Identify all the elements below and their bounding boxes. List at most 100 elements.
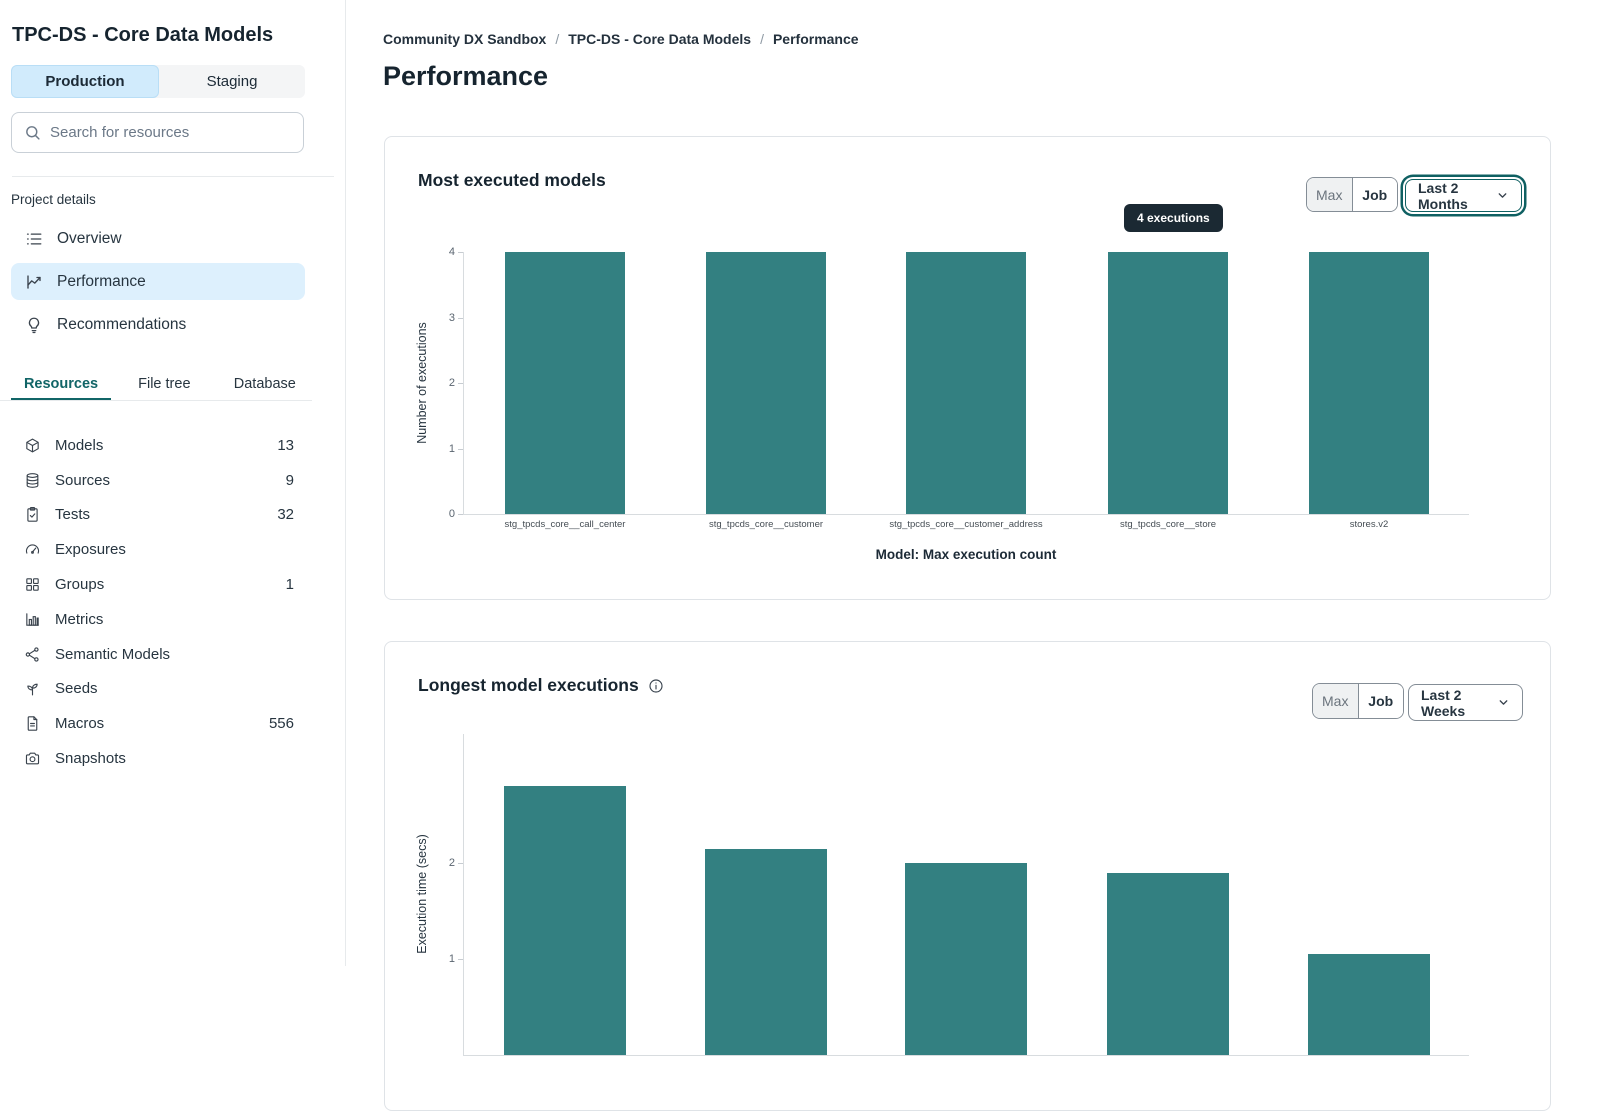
x-axis-line xyxy=(463,1055,1469,1056)
resource-label: Groups xyxy=(55,576,105,594)
most-executed-models-chart: 0 1 2 3 4 stg_tpcds_core__call_center stg_tpcd… xyxy=(385,137,1550,599)
x-tick-label: stg_tpcds_core__customer xyxy=(708,519,824,530)
bar[interactable] xyxy=(505,252,625,514)
time-range-dropdown[interactable]: Last 2 Weeks xyxy=(1408,684,1523,721)
x-tick-label: stores.v2 xyxy=(1349,519,1389,530)
y-tick-mark xyxy=(458,252,463,253)
sidebar-item-recommendations[interactable]: Recommendations xyxy=(11,306,305,343)
resource-row-tests[interactable]: Tests 32 xyxy=(11,498,294,533)
aggregation-toggle: Max Job xyxy=(1306,177,1398,212)
y-tick-mark xyxy=(458,317,463,319)
bar[interactable] xyxy=(1107,872,1229,1055)
y-tick-mark xyxy=(458,863,463,864)
max-button[interactable]: Max xyxy=(1313,684,1359,718)
bar[interactable] xyxy=(906,252,1026,514)
resource-label: Seeds xyxy=(55,680,98,698)
chevron-down-icon xyxy=(1496,189,1509,202)
bar[interactable] xyxy=(705,848,827,1055)
resource-row-models[interactable]: Models 13 xyxy=(11,428,294,463)
lightbulb-icon xyxy=(25,316,43,334)
tab-database[interactable]: Database xyxy=(218,368,312,400)
list-icon xyxy=(25,230,43,248)
breadcrumb-separator: / xyxy=(555,31,560,47)
resource-row-macros[interactable]: Macros 556 xyxy=(11,706,294,741)
card-most-executed-models: Most executed models Max Job Last 2 Mont… xyxy=(384,136,1551,600)
job-button[interactable]: Job xyxy=(1352,178,1397,211)
time-range-value: Last 2 Weeks xyxy=(1421,686,1466,719)
resource-label: Sources xyxy=(55,471,111,489)
camera-icon xyxy=(24,750,41,767)
search-box[interactable] xyxy=(11,112,304,153)
breadcrumb-project[interactable]: TPC-DS - Core Data Models xyxy=(568,31,752,47)
seedling-icon xyxy=(24,680,41,697)
bar[interactable] xyxy=(1308,954,1430,1055)
search-icon xyxy=(24,124,41,141)
tab-staging-label: Staging xyxy=(206,73,258,90)
chart-title: Most executed models xyxy=(418,170,606,191)
tab-staging[interactable]: Staging xyxy=(159,65,305,98)
y-tick-mark xyxy=(458,383,463,384)
bar[interactable] xyxy=(504,786,626,1055)
tab-resources-label: Resources xyxy=(23,376,99,392)
database-icon xyxy=(24,472,41,489)
breadcrumb: Community DX Sandbox / TPC-DS - Core Dat… xyxy=(383,31,859,47)
resource-row-exposures[interactable]: Exposures xyxy=(11,532,294,567)
bar[interactable] xyxy=(1108,252,1228,514)
aggregation-toggle: Max Job xyxy=(1312,683,1404,719)
cube-icon xyxy=(24,437,41,454)
resource-label: Snapshots xyxy=(55,750,126,768)
y-axis-title: Number of executions xyxy=(415,322,429,444)
resource-row-semantic-models[interactable]: Semantic Models xyxy=(11,637,294,672)
tab-resources[interactable]: Resources xyxy=(11,368,111,400)
x-tick-label: stg_tpcds_core__customer_address xyxy=(889,519,1043,530)
job-button[interactable]: Job xyxy=(1358,684,1403,718)
resource-row-groups[interactable]: Groups 1 xyxy=(11,567,294,602)
sidebar-item-performance[interactable]: Performance xyxy=(11,263,305,300)
max-button[interactable]: Max xyxy=(1307,178,1353,211)
resource-row-sources[interactable]: Sources 9 xyxy=(11,463,294,498)
chevron-down-icon xyxy=(1497,696,1510,709)
sidebar-item-overview[interactable]: Overview xyxy=(11,220,305,257)
x-axis-line xyxy=(463,514,1469,515)
clipboard-check-icon xyxy=(24,506,41,523)
chart-title-text: Most executed models xyxy=(418,170,606,190)
x-tick-label: stg_tpcds_core__store xyxy=(1119,519,1217,530)
resource-list: Models 13 Sources 9 Tests 32 Exposures xyxy=(11,428,294,776)
breadcrumb-current-page: Performance xyxy=(772,31,859,47)
breadcrumb-account[interactable]: Community DX Sandbox xyxy=(383,31,547,47)
bar[interactable] xyxy=(706,252,826,514)
tab-production-label: Production xyxy=(45,73,125,90)
info-icon[interactable] xyxy=(648,678,664,694)
resource-row-seeds[interactable]: Seeds xyxy=(11,672,294,707)
resource-count: 13 xyxy=(277,436,294,454)
y-tick-label: 2 xyxy=(448,377,455,389)
share-nodes-icon xyxy=(24,646,41,663)
resource-row-metrics[interactable]: Metrics xyxy=(11,602,294,637)
file-lines-icon xyxy=(24,715,41,732)
y-tick-label: 1 xyxy=(448,953,455,965)
x-axis-title: Model: Max execution count xyxy=(875,547,1057,562)
resource-label: Tests xyxy=(55,506,91,524)
tab-production[interactable]: Production xyxy=(11,65,159,98)
resource-row-snapshots[interactable]: Snapshots xyxy=(11,741,294,776)
sidebar-item-label: Performance xyxy=(57,272,146,290)
time-range-value: Last 2 Months xyxy=(1418,179,1468,212)
y-axis-line xyxy=(463,734,464,1055)
bar-chart-icon xyxy=(24,611,41,628)
y-tick-mark xyxy=(458,448,463,450)
project-details-label: Project details xyxy=(11,192,96,207)
sidebar: TPC-DS - Core Data Models Production Sta… xyxy=(0,0,346,966)
bar[interactable] xyxy=(905,863,1027,1055)
breadcrumb-separator: / xyxy=(760,31,764,47)
project-nav: Overview Performance Recommendations xyxy=(11,220,305,343)
resource-label: Semantic Models xyxy=(55,645,171,663)
y-tick-label: 2 xyxy=(448,857,455,869)
chart-title: Longest model executions xyxy=(418,675,664,696)
tab-file-tree[interactable]: File tree xyxy=(119,368,210,400)
search-input[interactable] xyxy=(50,124,291,141)
sidebar-divider xyxy=(12,176,334,177)
time-range-dropdown[interactable]: Last 2 Months xyxy=(1405,179,1522,212)
resource-label: Exposures xyxy=(55,541,126,559)
resource-label: Macros xyxy=(55,715,105,733)
bar[interactable] xyxy=(1309,252,1429,514)
